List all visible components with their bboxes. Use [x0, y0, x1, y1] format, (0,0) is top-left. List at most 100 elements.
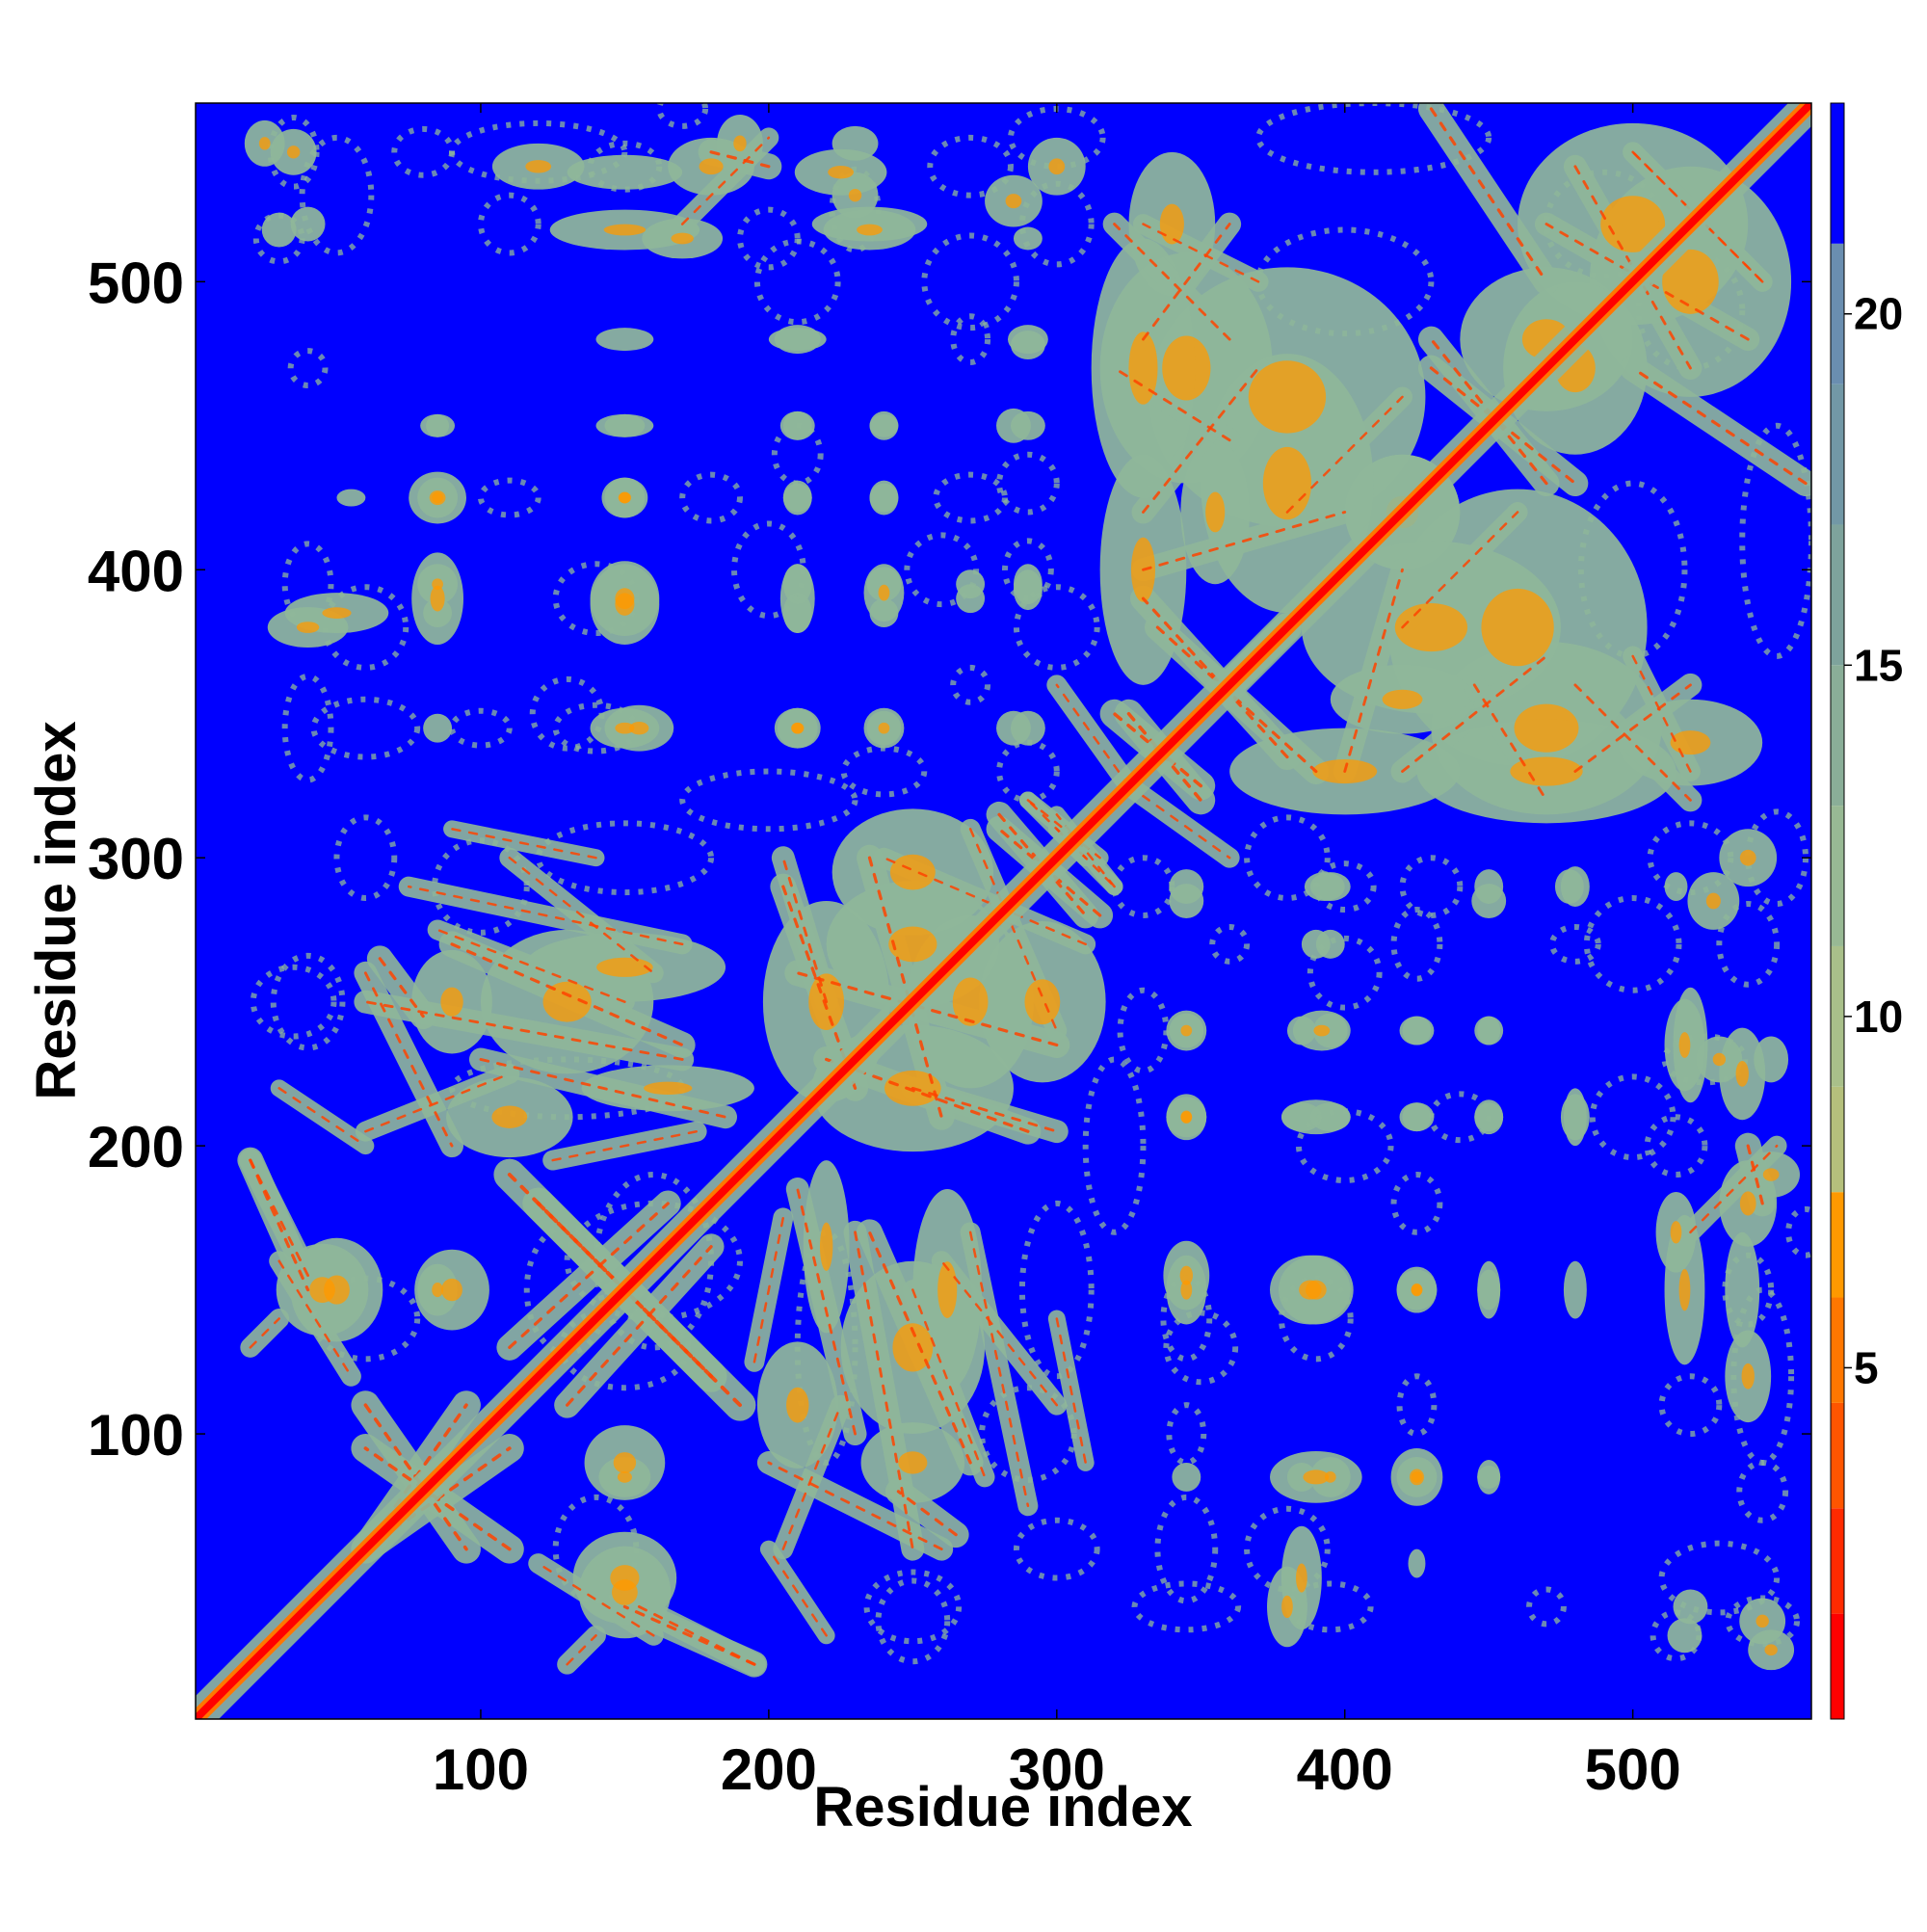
contact-blob — [1563, 1088, 1587, 1147]
sparse-contact-patch — [1001, 538, 1054, 602]
sparse-contact-patch — [731, 520, 806, 620]
sparse-contact-patch — [252, 212, 305, 265]
contact-band-core — [551, 1129, 699, 1162]
contact-blob-core — [644, 1081, 693, 1096]
sparse-contact-patch — [1583, 895, 1682, 993]
sparse-contact-patch — [1658, 1540, 1781, 1616]
sparse-contact-patch — [979, 1385, 1077, 1483]
contact-blob-core — [617, 1471, 632, 1483]
colorbar-segment — [1831, 243, 1844, 384]
sparse-contact-patch — [921, 232, 1019, 331]
contact-blob — [1286, 1462, 1316, 1492]
contact-blob — [1667, 1618, 1703, 1654]
sparse-contact-patch — [1785, 1205, 1811, 1258]
contact-band-core — [363, 1000, 684, 1061]
contact-blob — [1402, 1102, 1432, 1132]
contact-band-core — [566, 1634, 597, 1666]
sparse-contact-patch — [840, 745, 928, 798]
close-contact-cores — [249, 107, 1808, 1666]
contact-band-core — [1343, 568, 1404, 773]
colorbar-tick-label: 5 — [1854, 1342, 1879, 1392]
contact-blob-core — [1159, 203, 1184, 245]
sparse-contact-patch — [1722, 1252, 1775, 1328]
contact-band-core — [1142, 511, 1347, 571]
y-axis-label: Residue index — [25, 721, 88, 1099]
sparse-contact-patch — [1650, 1609, 1703, 1662]
contact-blob-core — [952, 977, 989, 1026]
sparse-contact-patch — [267, 114, 320, 190]
contact-blob-core — [1411, 1471, 1423, 1483]
sparse-contact-patch — [1647, 820, 1734, 896]
contact-blob-core — [733, 135, 747, 152]
contact-blob — [869, 598, 899, 628]
contact-blob-core — [1305, 1280, 1327, 1300]
contact-blob-core — [1205, 491, 1226, 533]
contact-band-core — [407, 885, 684, 946]
sparse-contact-patch — [1390, 1172, 1443, 1235]
sparse-contact-patch — [1428, 1091, 1492, 1144]
contact-blob-core — [432, 578, 443, 591]
contact-blob-core — [1762, 1168, 1780, 1181]
sparse-contact-patch — [1209, 923, 1251, 965]
x-tick-label: 300 — [1009, 1737, 1105, 1802]
sparse-contact-patch — [927, 134, 1014, 198]
sparse-contact-patch — [1526, 1586, 1567, 1628]
sparse-contact-patch — [904, 532, 980, 608]
contact-blob-core — [1712, 1052, 1727, 1067]
contact-blob-core — [888, 926, 937, 963]
contact-band-core — [364, 1072, 512, 1133]
diagonal-band — [196, 103, 1811, 1719]
sparse-contact-patch — [679, 768, 858, 833]
colorbar-segment — [1831, 1613, 1844, 1719]
sparse-contact-patch — [250, 964, 337, 1040]
contact-band-core — [1544, 223, 1750, 341]
contact-blob-core — [699, 158, 724, 175]
contact-blob — [1402, 1016, 1432, 1045]
colorbar-tick-label: 20 — [1854, 289, 1903, 339]
contact-blob-core — [430, 585, 445, 612]
sparse-contact-patch — [1013, 1517, 1100, 1581]
contact-band — [1102, 212, 1242, 352]
contact-blob-core — [857, 224, 883, 236]
contact-blob-core — [619, 491, 631, 504]
contact-blob-core — [1670, 730, 1711, 755]
sparse-contact-patch — [299, 134, 375, 256]
sparse-contact-patch — [477, 192, 541, 256]
sparse-contact-patch — [1018, 180, 1095, 268]
contact-blob — [869, 483, 899, 513]
contact-band-core — [911, 1086, 1059, 1133]
contact-blob-core — [612, 1579, 638, 1605]
contact-band-core — [767, 1548, 828, 1637]
contact-blob — [1010, 410, 1045, 440]
contact-blob-core — [613, 1452, 637, 1473]
contact-blob-core — [892, 1323, 934, 1372]
sparse-contact-patch — [1716, 901, 1781, 988]
contact-blob-core — [1324, 1471, 1336, 1483]
contact-band-core — [1631, 366, 1808, 486]
sparse-contact-patch — [1658, 1373, 1723, 1438]
contact-band-core — [1429, 107, 1548, 283]
sparse-contact-patch — [996, 451, 1060, 516]
contact-blob — [336, 489, 366, 507]
sparse-contact-patch — [535, 820, 715, 896]
contact-blob — [1563, 1260, 1587, 1319]
contact-blob-core — [1735, 1061, 1749, 1087]
sparse-contact-patch — [794, 1229, 858, 1466]
sparse-contact-patch — [875, 1577, 951, 1665]
diagonal-line — [196, 103, 1811, 1719]
contact-blob-core — [1382, 689, 1423, 709]
contact-band-core — [796, 1187, 857, 1436]
sparse-contact-patch — [829, 166, 882, 253]
contact-band-core — [479, 1058, 727, 1119]
sparse-contact-patch — [1278, 1275, 1354, 1363]
contact-blob — [782, 593, 812, 634]
contact-blob — [1309, 872, 1351, 902]
contact-band-core — [1142, 223, 1260, 283]
contact-blob — [782, 483, 812, 513]
sparse-contact-patch — [322, 584, 409, 671]
x-axis-ticks: 100 200 300 400 500 — [433, 103, 1681, 1802]
contact-blob — [1477, 1465, 1501, 1489]
contact-blob — [1754, 1036, 1789, 1083]
contact-blob-core — [1262, 446, 1312, 520]
